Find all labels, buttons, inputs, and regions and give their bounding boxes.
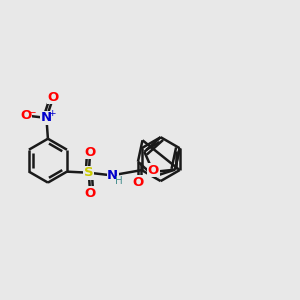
Text: O: O (47, 91, 58, 104)
Text: N: N (107, 169, 118, 182)
Text: O: O (84, 187, 96, 200)
Text: H: H (115, 176, 122, 186)
Text: O: O (132, 176, 144, 189)
Text: O: O (148, 164, 159, 177)
Text: O: O (21, 109, 32, 122)
Text: N: N (41, 111, 52, 124)
Text: +: + (48, 109, 56, 118)
Text: S: S (84, 166, 94, 179)
Text: −: − (28, 108, 37, 118)
Text: O: O (84, 146, 96, 159)
